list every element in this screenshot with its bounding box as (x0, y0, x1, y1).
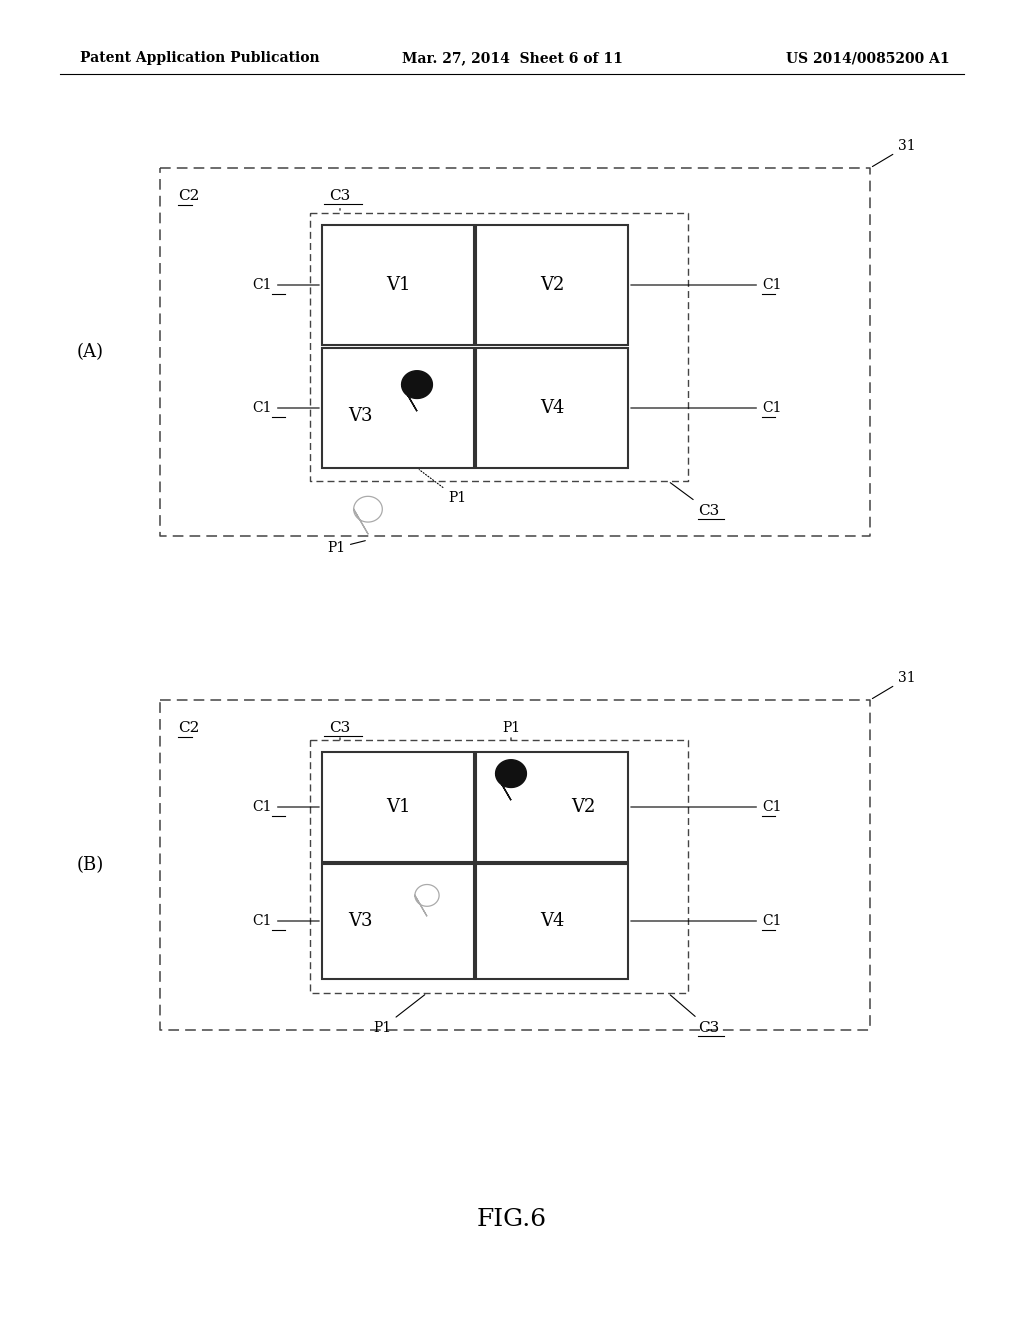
Text: C3: C3 (671, 483, 719, 517)
Text: (B): (B) (77, 855, 103, 874)
Text: P1: P1 (419, 470, 466, 506)
Text: Mar. 27, 2014  Sheet 6 of 11: Mar. 27, 2014 Sheet 6 of 11 (401, 51, 623, 65)
Text: V4: V4 (540, 912, 564, 931)
Bar (322, 865, 474, 979)
Bar (322, 348, 474, 469)
Bar (476, 752, 628, 862)
Text: C1: C1 (253, 401, 319, 414)
Text: 31: 31 (872, 671, 915, 698)
Polygon shape (401, 371, 432, 412)
Text: C3: C3 (330, 189, 350, 210)
Text: C3: C3 (670, 995, 719, 1035)
Text: P1: P1 (373, 995, 425, 1035)
Polygon shape (496, 760, 526, 800)
Bar (322, 752, 474, 862)
Text: P1: P1 (327, 541, 366, 554)
Text: C2: C2 (178, 721, 200, 735)
Text: V1: V1 (386, 276, 411, 294)
Text: V2: V2 (570, 799, 595, 816)
Bar (322, 224, 474, 345)
Text: C2: C2 (178, 189, 200, 203)
Text: C1: C1 (631, 401, 781, 414)
Text: C1: C1 (631, 913, 781, 928)
Text: C1: C1 (253, 913, 319, 928)
Text: 31: 31 (872, 139, 915, 166)
Text: C1: C1 (253, 279, 319, 292)
Text: C3: C3 (330, 721, 350, 741)
Text: C1: C1 (631, 800, 781, 814)
Bar (476, 348, 628, 469)
Text: V4: V4 (540, 399, 564, 417)
Text: P1: P1 (502, 721, 520, 741)
Text: V3: V3 (348, 407, 373, 425)
Text: V2: V2 (540, 276, 564, 294)
Bar (476, 224, 628, 345)
Text: (A): (A) (77, 343, 103, 360)
Text: FIG.6: FIG.6 (477, 1209, 547, 1232)
Text: Patent Application Publication: Patent Application Publication (80, 51, 319, 65)
Text: C1: C1 (631, 279, 781, 292)
Bar (476, 865, 628, 979)
Text: US 2014/0085200 A1: US 2014/0085200 A1 (786, 51, 950, 65)
Text: V1: V1 (386, 799, 411, 816)
Text: V3: V3 (348, 912, 373, 931)
Text: C1: C1 (253, 800, 319, 814)
